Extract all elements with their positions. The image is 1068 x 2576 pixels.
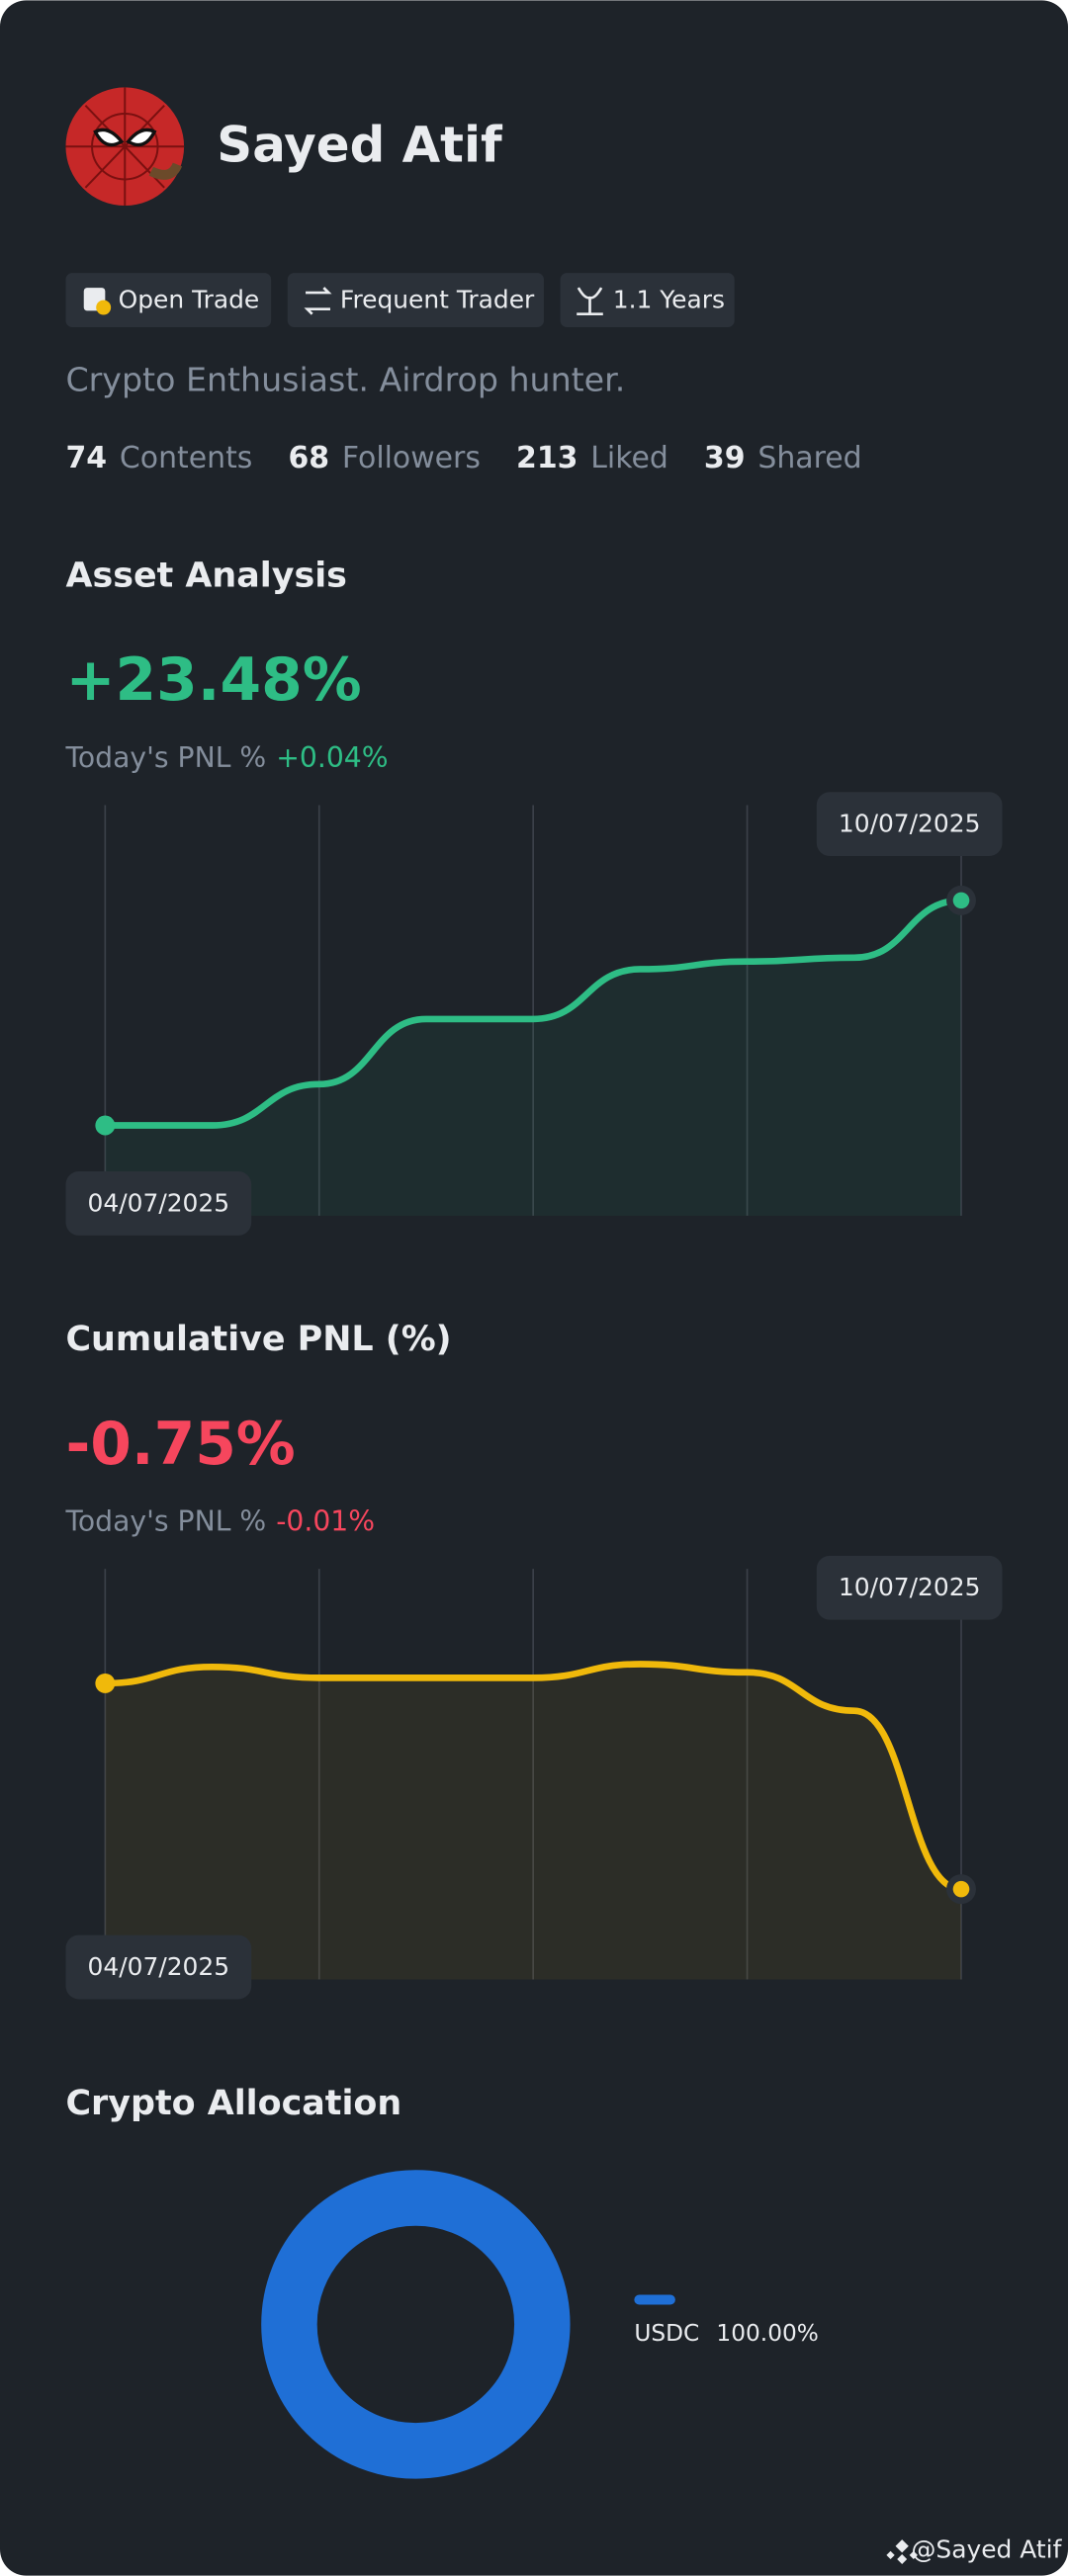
badge: Open Trade — [65, 273, 272, 327]
section-title: Cumulative PNL (%) — [65, 1320, 451, 1359]
pnl-label: Today's PNL % — [64, 741, 266, 774]
pnl: Today's PNL % -0.01% — [64, 1505, 375, 1538]
headline: -0.75% — [65, 1410, 295, 1479]
watermark: @Sayed Atif — [886, 2535, 1063, 2565]
stats: 74 Contents 68 Followers 213 Liked 39 Sh… — [65, 440, 861, 474]
start-dot — [95, 1673, 116, 1693]
end-dot — [952, 1880, 970, 1898]
stat-value: 39 — [704, 440, 746, 474]
badge: Frequent Trader — [287, 273, 544, 327]
stat-value: 68 — [288, 440, 329, 474]
line — [102, 897, 965, 1129]
end-date: 10/07/2025 — [839, 809, 981, 837]
area — [105, 1664, 962, 1980]
stat-label: Liked — [590, 440, 668, 474]
start-date: 04/07/2025 — [88, 1188, 230, 1217]
pnl-value: +0.04% — [276, 741, 388, 774]
stat-label: Contents — [120, 440, 252, 474]
badge-label: 1.1 Years — [613, 285, 725, 313]
pnl-label: Today's PNL % — [64, 1505, 266, 1538]
watermark-text: @Sayed Atif — [912, 2535, 1063, 2564]
donut-slice — [261, 2170, 571, 2479]
badge: 1.1 Years — [560, 273, 735, 327]
headline: +23.48% — [65, 645, 361, 715]
avatar — [65, 87, 185, 207]
legend-value: 100.00% — [716, 2320, 818, 2347]
date-pill — [65, 1171, 252, 1236]
end-dot — [952, 892, 970, 909]
area — [105, 900, 962, 1216]
line — [102, 1661, 965, 1893]
date-pill — [65, 1934, 252, 2000]
section-title: Asset Analysis — [65, 557, 346, 596]
stat-value: 213 — [516, 440, 578, 474]
pnl-value: -0.01% — [276, 1505, 375, 1538]
stat-label: Shared — [757, 440, 861, 474]
date-pill — [816, 792, 1003, 857]
section-title: Crypto Allocation — [65, 2084, 401, 2123]
legend-swatch — [634, 2294, 675, 2305]
legend-label: USDC — [634, 2320, 699, 2347]
pnl: Today's PNL % +0.04% — [64, 741, 388, 774]
badge-label: Frequent Trader — [340, 285, 535, 313]
start-dot — [95, 1115, 116, 1136]
badge-label: Open Trade — [119, 285, 260, 313]
start-date: 04/07/2025 — [88, 1952, 230, 1981]
profile-name: Sayed Atif — [217, 116, 503, 173]
end-date: 10/07/2025 — [839, 1573, 981, 1601]
stat-label: Followers — [342, 440, 481, 474]
stat-value: 74 — [65, 440, 107, 474]
date-pill — [816, 1555, 1003, 1620]
bio: Crypto Enthusiast. Airdrop hunter. — [65, 360, 625, 398]
